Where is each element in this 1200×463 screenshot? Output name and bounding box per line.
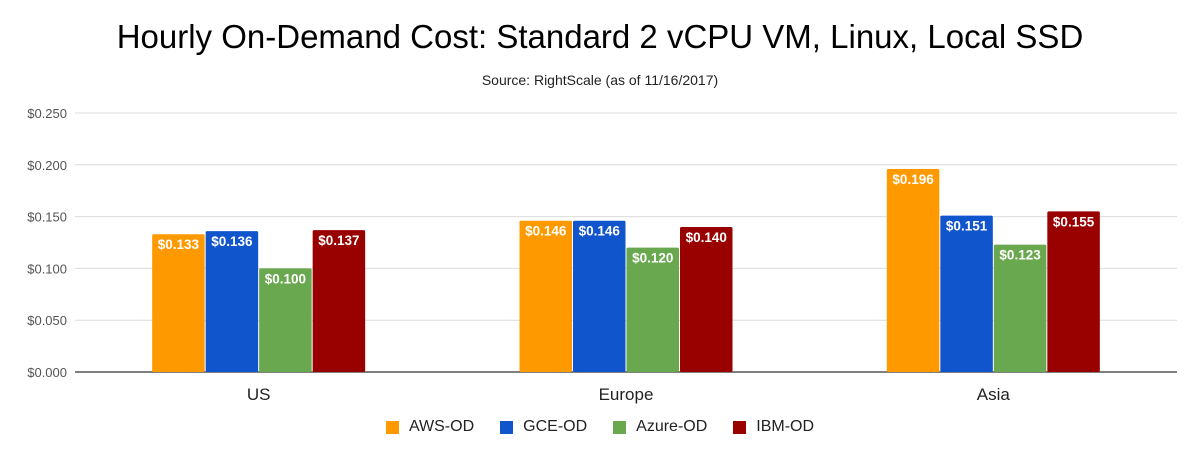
bar-aws-od [519, 220, 572, 372]
legend-swatch [613, 420, 627, 434]
data-label: $0.151 [946, 219, 988, 234]
data-label: $0.146 [525, 224, 567, 239]
data-label: $0.140 [686, 230, 727, 245]
bar-aws-od [152, 234, 205, 372]
y-tick-label: $0.050 [27, 313, 67, 328]
bar-gce-od [205, 231, 259, 372]
legend-label: Azure-OD [636, 418, 708, 435]
data-label: $0.133 [158, 237, 200, 252]
bar-aws-od [886, 168, 940, 372]
bar-gce-od [573, 220, 626, 372]
data-label: $0.196 [892, 172, 934, 187]
legend-item: IBM-OD [733, 418, 814, 436]
bar-ibm-od [312, 230, 366, 372]
data-label: $0.137 [318, 233, 359, 248]
legend-label: AWS-OD [408, 418, 475, 435]
y-tick-label: $0.250 [27, 106, 67, 121]
legend-swatch [385, 420, 399, 434]
bar-ibm-od [680, 226, 733, 372]
legend-label: IBM-OD [756, 418, 815, 435]
legend-item: GCE-OD [500, 418, 587, 436]
bar-azure-od [259, 268, 312, 372]
bar-gce-od [940, 215, 993, 372]
chart-subtitle: Source: RightScale (as of 11/16/2017) [481, 72, 719, 88]
data-label: $0.123 [999, 248, 1041, 263]
x-tick-label: Asia [977, 385, 1011, 404]
bar-ibm-od [1047, 211, 1100, 372]
data-label: $0.155 [1053, 214, 1095, 229]
y-tick-label: $0.000 [27, 365, 67, 380]
x-tick-label: Europe [599, 385, 654, 404]
bar-azure-od [626, 247, 679, 372]
legend-item: AWS-OD [385, 418, 475, 436]
data-label: $0.120 [632, 251, 673, 266]
legend-swatch [500, 420, 514, 434]
legend-label: GCE-OD [523, 418, 588, 435]
data-label: $0.146 [579, 224, 621, 239]
data-label: $0.136 [211, 234, 253, 249]
x-tick-label: US [247, 385, 271, 404]
y-tick-label: $0.150 [27, 210, 67, 225]
legend-swatch [733, 420, 747, 434]
legend: AWS-OD GCE-OD Azure-OD IBM-OD [0, 418, 1200, 436]
bar-azure-od [993, 244, 1047, 372]
y-tick-label: $0.200 [27, 158, 67, 173]
data-label: $0.100 [265, 271, 306, 286]
legend-item: Azure-OD [613, 418, 707, 436]
chart-title: Hourly On-Demand Cost: Standard 2 vCPU V… [116, 18, 1084, 55]
y-tick-label: $0.100 [27, 261, 67, 276]
